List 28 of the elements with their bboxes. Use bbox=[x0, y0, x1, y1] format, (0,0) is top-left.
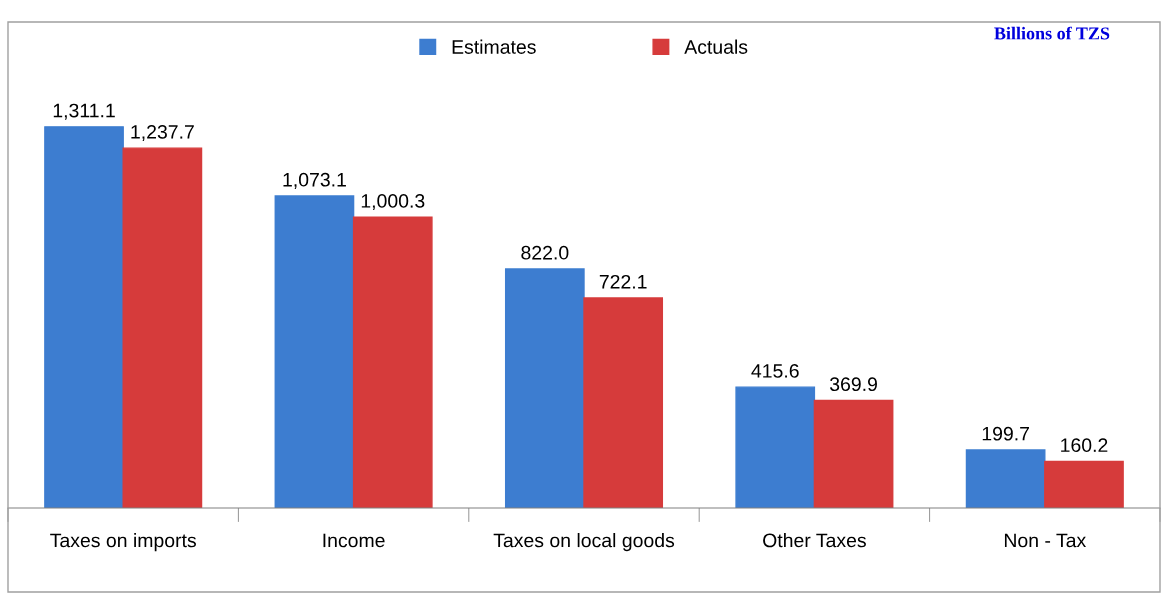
x-tick-label: Income bbox=[323, 533, 385, 548]
bar bbox=[504, 268, 585, 508]
text: Billions of TZS bbox=[994, 26, 1110, 40]
bar bbox=[813, 399, 894, 508]
legend-label: Actuals bbox=[684, 39, 748, 54]
bar bbox=[122, 147, 203, 508]
data-label: 1,073.1 bbox=[283, 172, 346, 189]
data-label: 1,311.1 bbox=[53, 103, 115, 120]
data-label: 1,000.3 bbox=[361, 194, 425, 211]
data-label: 415.6 bbox=[751, 364, 799, 378]
bar bbox=[352, 216, 433, 508]
data-label: 722.1 bbox=[599, 274, 647, 289]
data-label: 1,237.7 bbox=[131, 125, 194, 142]
legend-label: Estimates bbox=[452, 39, 536, 54]
bar bbox=[274, 195, 355, 508]
x-tick-label: Non - Tax bbox=[1004, 533, 1087, 548]
bar bbox=[1044, 460, 1124, 508]
x-tick-label: Other Taxes bbox=[763, 533, 866, 548]
bar bbox=[965, 449, 1046, 508]
bar bbox=[583, 297, 664, 508]
bar bbox=[44, 126, 124, 508]
bar bbox=[735, 386, 816, 508]
x-tick-label: Taxes on imports bbox=[50, 533, 196, 552]
x-tick-label: Taxes on local goods bbox=[493, 533, 675, 552]
data-label: 369.9 bbox=[829, 377, 877, 392]
data-label: 199.7 bbox=[982, 426, 1029, 441]
data-label: 822.0 bbox=[521, 245, 569, 260]
data-label: 160.2 bbox=[1061, 438, 1108, 453]
